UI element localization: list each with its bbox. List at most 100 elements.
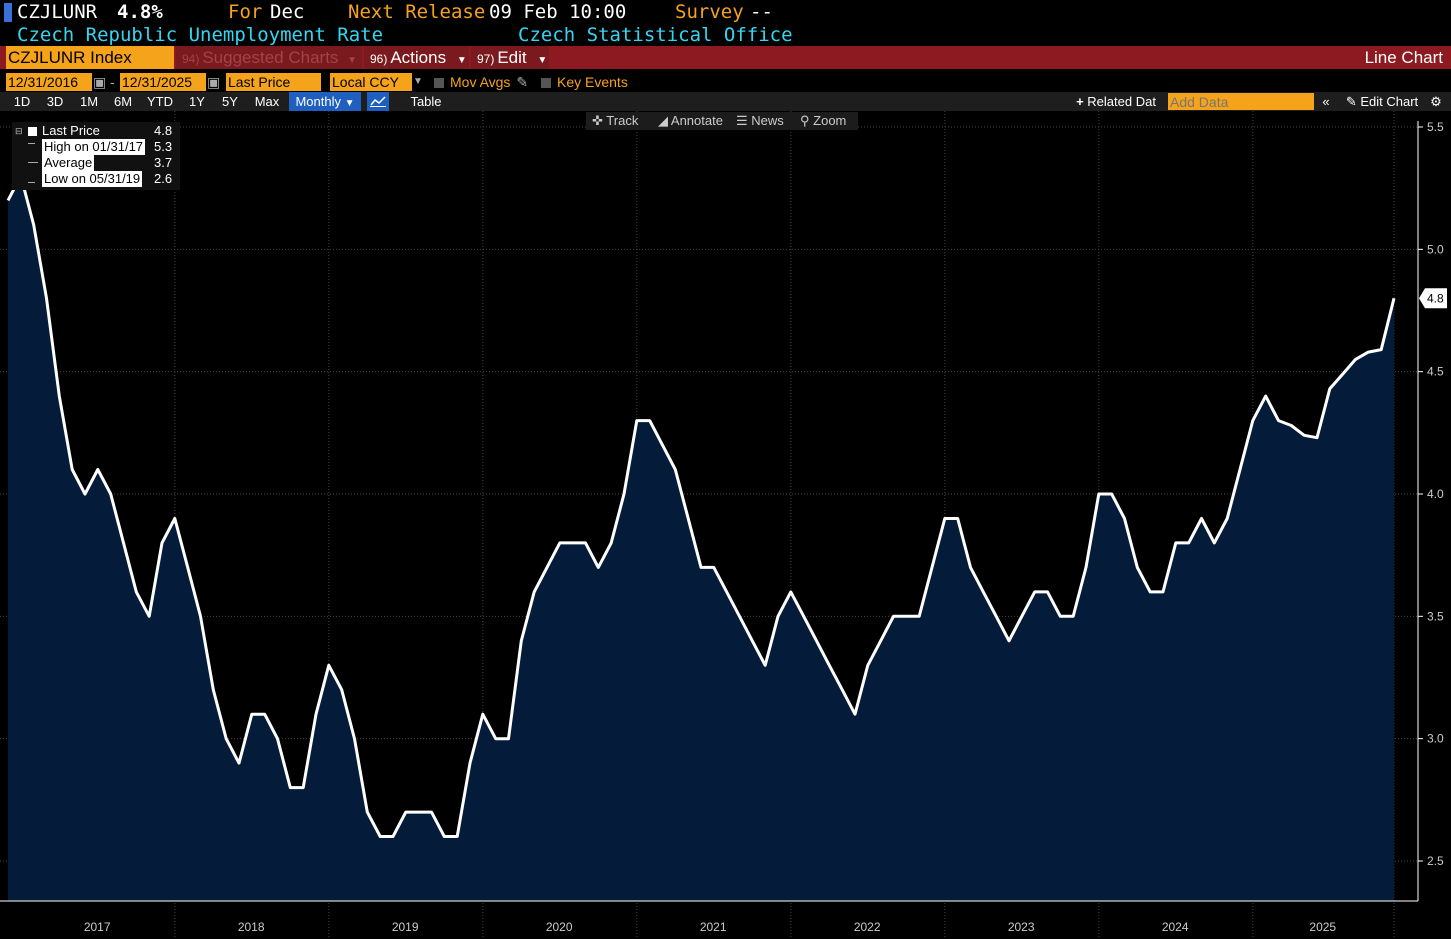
chevron-down-icon: ▼ (456, 55, 467, 66)
y-tick-label: 5.5 (1427, 120, 1444, 134)
legend-row-low: Low on 05/31/19 2.6 (12, 171, 180, 187)
last-value: 4.8% (117, 1, 163, 23)
legend-average-label: Average (42, 155, 95, 171)
x-tick-label: 2022 (854, 920, 881, 934)
actions-number: 96) (370, 52, 388, 66)
period-button-3d[interactable]: 3D (46, 94, 64, 109)
news-tool[interactable]: ☰ News (736, 112, 784, 130)
data-source: Czech Statistical Office (518, 24, 793, 46)
period-button-5y[interactable]: 5Y (222, 94, 238, 109)
plus-icon: + (1076, 94, 1084, 109)
function-toolbar: CZJLUNR Index 94) Suggested Charts ▼ 96) A… (0, 46, 1451, 69)
survey-label: Survey (675, 1, 744, 23)
actions-label: Actions (390, 48, 447, 67)
legend-row-high: High on 01/31/17 5.3 (12, 139, 180, 155)
period-button-6m[interactable]: 6M (113, 94, 133, 109)
chevron-down-icon: ▼ (347, 55, 358, 66)
legend-row-last-price[interactable]: ⊟ Last Price 4.8 (12, 123, 180, 139)
x-tick-label: 2017 (84, 920, 111, 934)
suggested-charts-button[interactable]: 94) Suggested Charts ▼ (176, 46, 362, 69)
track-label: Track (606, 113, 639, 128)
annotate-tool[interactable]: ◢ Annotate (658, 112, 723, 130)
chevron-down-icon[interactable]: ▼ (413, 76, 423, 87)
legend-last-price-value: 4.8 (154, 123, 173, 138)
legend-high-value: 5.3 (154, 139, 173, 154)
legend-low-value: 2.6 (154, 171, 173, 186)
legend-last-price-label: Last Price (42, 123, 100, 138)
line-chart[interactable]: 2.53.03.54.04.55.05.5 2017 2018 2019 2020 20… (0, 111, 1451, 939)
mov-avgs-toggle[interactable]: Mov Avgs ✎ (434, 73, 528, 91)
period-button-1d[interactable]: 1D (13, 94, 31, 109)
period-button-1m[interactable]: 1M (79, 94, 99, 109)
chart-legend: ⊟ Last Price 4.8 High on 01/31/17 5.3 Av… (12, 122, 180, 190)
end-date-field[interactable]: 12/31/2025 (120, 73, 206, 91)
low-marker-icon (28, 175, 35, 183)
period-button-ytd[interactable]: YTD (147, 94, 173, 109)
checkbox-icon[interactable] (434, 78, 444, 88)
edit-chart-button[interactable]: ✎ Edit Chart (1340, 92, 1424, 111)
period-button-max[interactable]: Max (254, 94, 280, 109)
period-toolbar: 1D 3D 1M 6M YTD 1Y 5Y Max Monthly ▼ Tabl… (0, 92, 1451, 111)
calendar-icon[interactable]: ▣ (93, 74, 107, 90)
currency-select[interactable]: Local CCY (330, 73, 412, 91)
key-events-toggle[interactable]: Key Events (541, 73, 628, 91)
edit-menu-button[interactable]: 97) Edit ▼ (471, 46, 549, 69)
annotate-label: Annotate (670, 113, 723, 128)
zoom-label: Zoom (813, 113, 847, 128)
x-tick-label: 2025 (1309, 920, 1336, 934)
series-line[interactable] (6, 174, 1396, 838)
legend-high-label: High on 01/31/17 (42, 139, 146, 155)
line-chart-icon[interactable] (367, 92, 389, 111)
crosshair-icon: ✜ (592, 113, 603, 128)
ticker-label[interactable]: CZJLUNR (17, 1, 98, 23)
checkbox-icon[interactable] (541, 78, 551, 88)
survey-value: -- (750, 1, 773, 23)
actions-menu-button[interactable]: 96) Actions ▼ (364, 46, 469, 69)
collapse-icon[interactable]: ⊟ (15, 126, 23, 136)
date-range-row: 12/31/2016 ▣ - 12/31/2025 ▣ Last Price L… (0, 73, 1451, 91)
period-button-1y[interactable]: 1Y (189, 94, 205, 109)
last-value-marker: 4.8 (1419, 288, 1447, 309)
frequency-select[interactable]: Monthly ▼ (289, 92, 361, 111)
y-tick-label: 5.0 (1427, 242, 1444, 256)
next-release-value: 09 Feb 10:00 (489, 1, 627, 23)
track-tool[interactable]: ✜ Track (592, 112, 638, 130)
security-description-row: Czech Republic Unemployment Rate Czech S… (0, 24, 1451, 46)
suggested-charts-label: Suggested Charts (202, 48, 339, 67)
y-tick-label: 4.0 (1427, 487, 1444, 501)
calendar-icon[interactable]: ▣ (207, 74, 221, 90)
y-tick-label: 4.5 (1427, 365, 1444, 379)
zoom-tool[interactable]: ⚲ Zoom (800, 112, 846, 130)
legend-low-label: Low on 05/31/19 (42, 171, 143, 187)
related-data-button[interactable]: + Related Dat (1071, 92, 1161, 111)
start-date-field[interactable]: 12/31/2016 (6, 73, 92, 91)
chevron-down-icon: ▼ (344, 98, 355, 109)
table-view-button[interactable]: Table (410, 94, 442, 109)
suggested-charts-number: 94) (182, 52, 200, 66)
news-label: News (751, 113, 784, 128)
double-chevron-left-icon[interactable]: « (1322, 94, 1330, 109)
y-tick-label: 3.0 (1427, 732, 1444, 746)
ticker-field[interactable]: CZJLUNR Index (6, 46, 174, 69)
edit-label: Edit (497, 48, 527, 67)
security-header: CZJLUNR 4.8% For Dec Next Release 09 Feb… (0, 0, 1451, 24)
add-data-input[interactable] (1168, 93, 1314, 110)
date-separator: - (110, 74, 115, 90)
price-field-select[interactable]: Last Price (226, 73, 321, 91)
last-value-tag (1419, 288, 1447, 309)
edit-chart-label: Edit Chart (1360, 94, 1419, 109)
gear-icon[interactable]: ⚙ (1430, 94, 1442, 109)
x-tick-label: 2019 (392, 920, 419, 934)
pencil-icon[interactable]: ✎ (516, 74, 529, 90)
high-marker-icon (28, 143, 35, 151)
average-marker-icon (28, 162, 38, 163)
for-period: Dec (270, 1, 305, 23)
mov-avgs-label: Mov Avgs (450, 74, 511, 90)
next-release-label: Next Release (348, 1, 486, 23)
pencil-icon: ✎ (1345, 94, 1357, 109)
y-tick-label: 3.5 (1427, 609, 1444, 623)
key-events-label: Key Events (557, 74, 628, 90)
magnifier-icon: ⚲ (800, 113, 810, 128)
news-icon: ☰ (736, 113, 748, 128)
for-label: For (228, 1, 263, 23)
